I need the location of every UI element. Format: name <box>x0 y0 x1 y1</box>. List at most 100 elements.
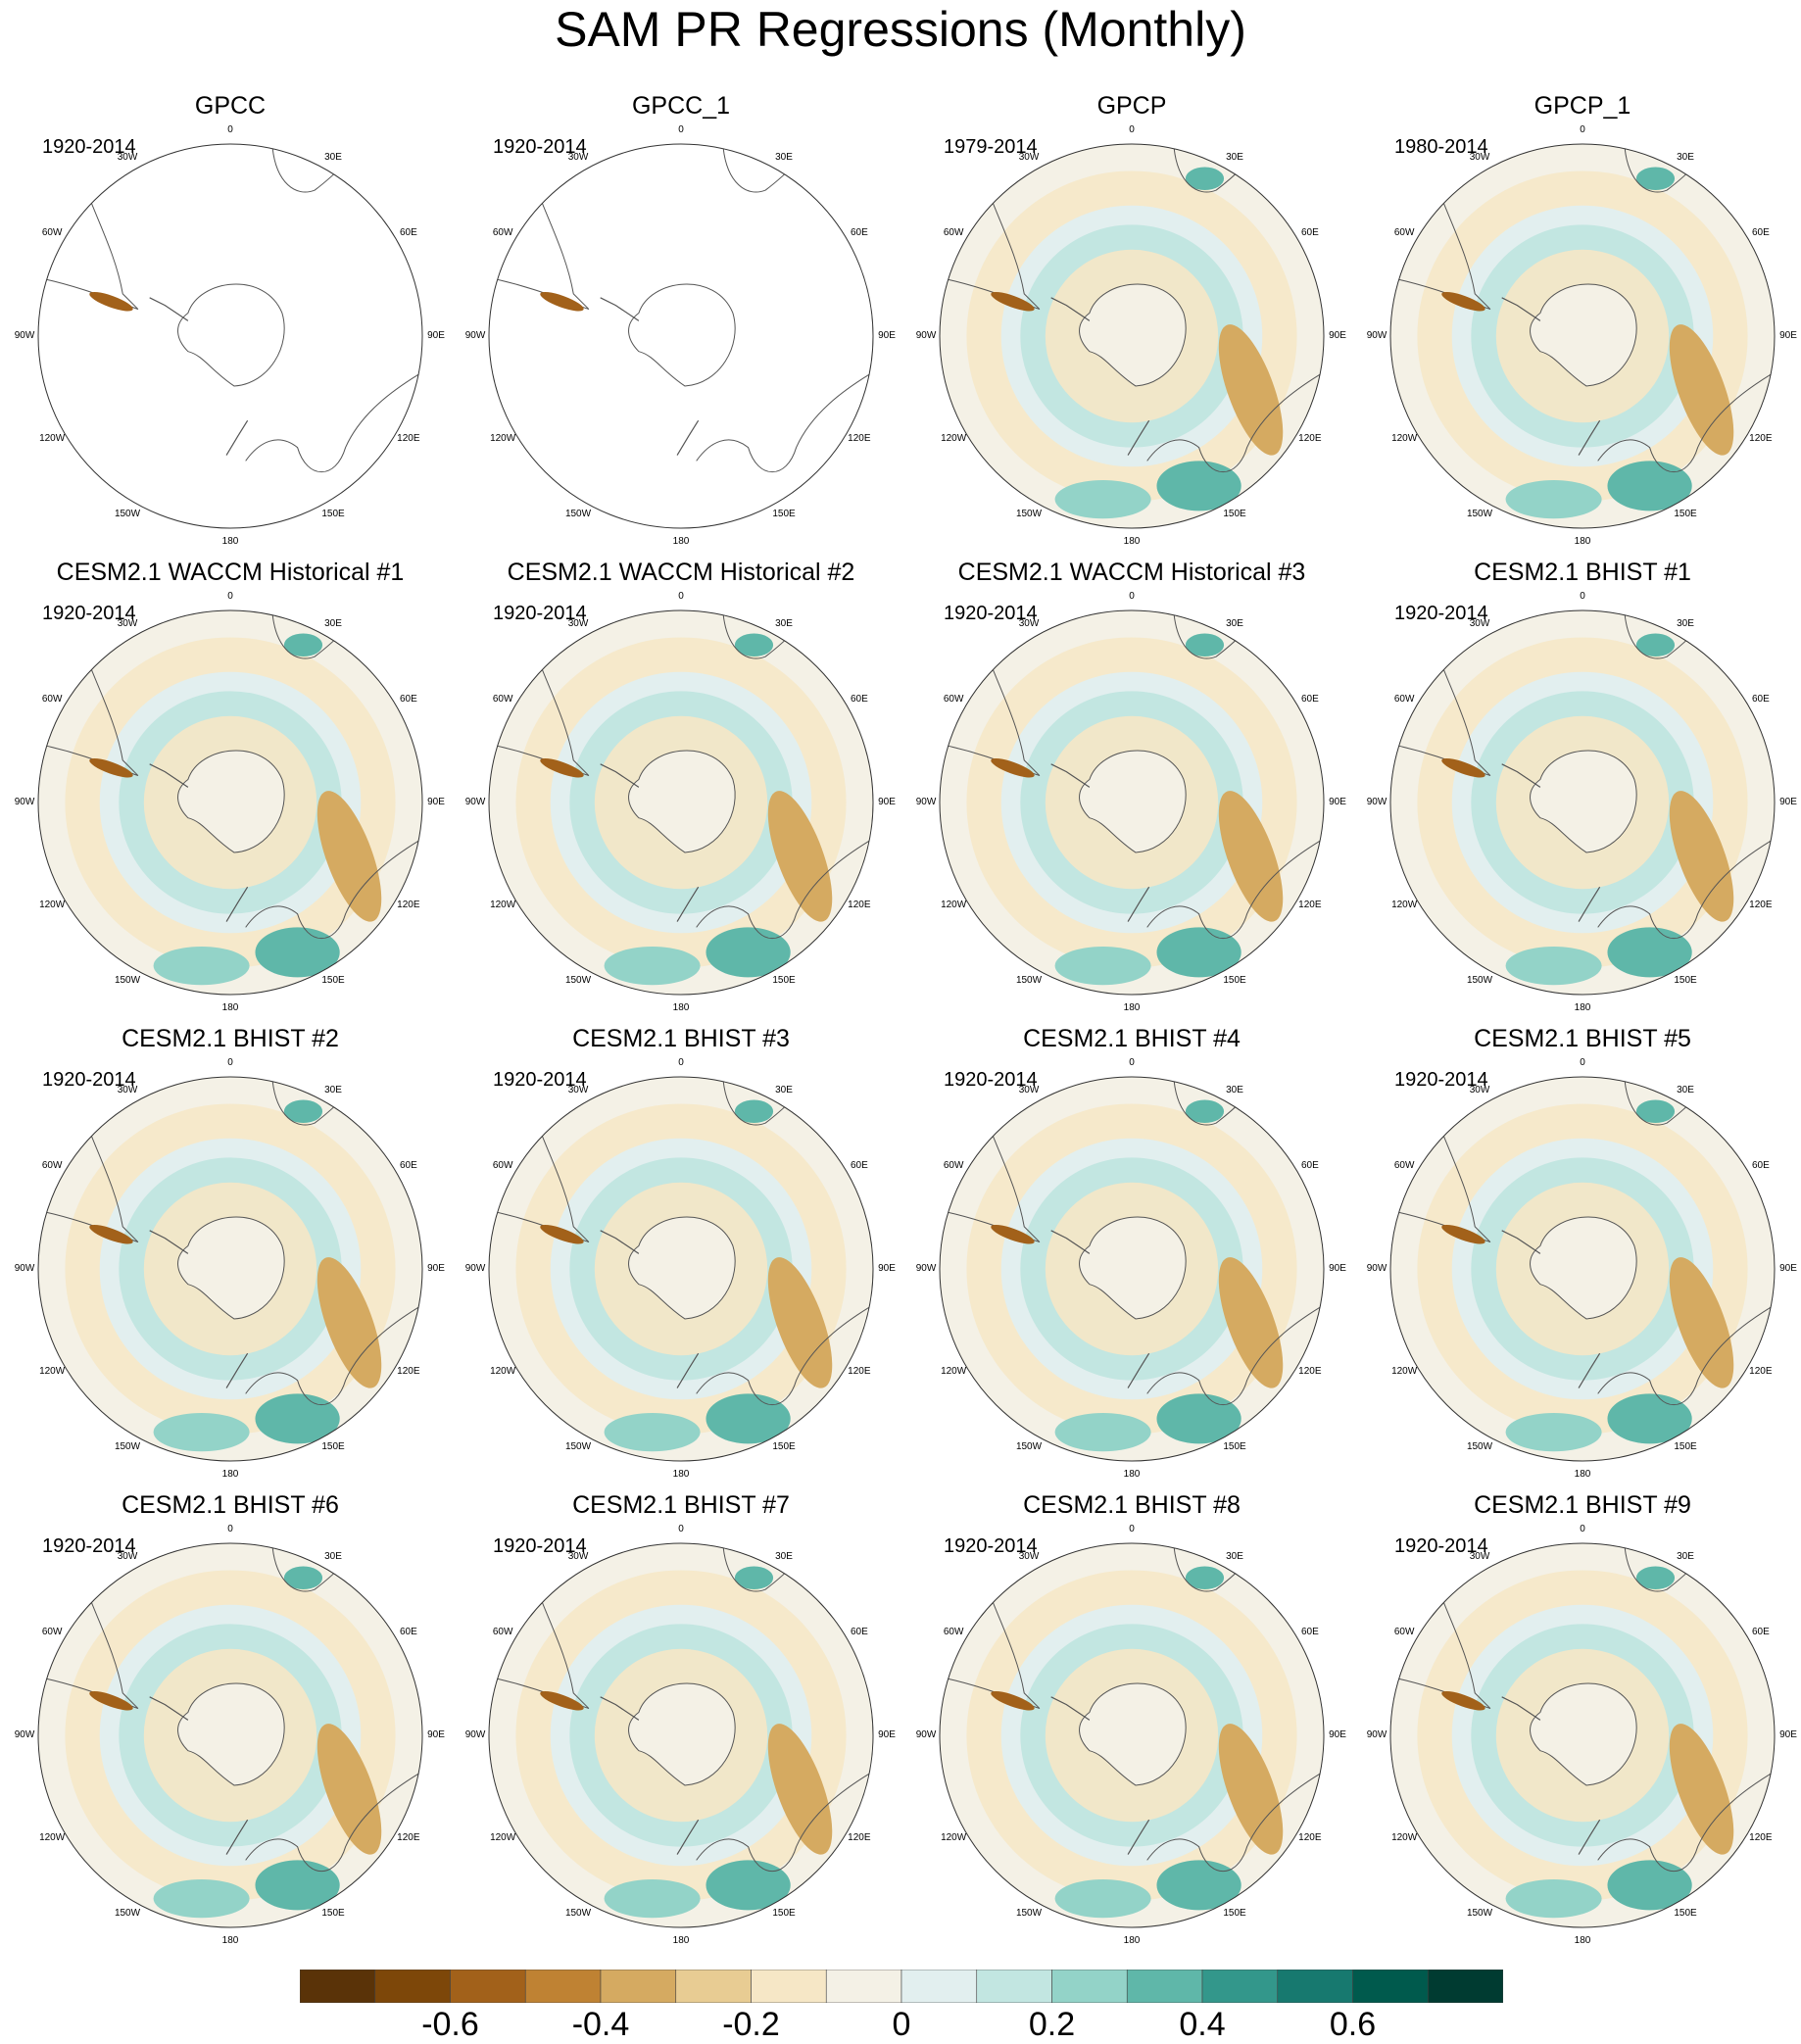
peninsula-outline <box>600 297 640 321</box>
positive-patch <box>1185 1099 1225 1124</box>
longitude-label: 120W <box>1391 1832 1418 1843</box>
longitude-label: 180 <box>1123 1935 1141 1946</box>
positive-patch <box>706 927 791 978</box>
longitude-label: 90E <box>1779 1729 1797 1740</box>
longitude-label: 90E <box>878 330 896 341</box>
longitude-label: 180 <box>672 1469 690 1480</box>
longitude-label: 30W <box>567 1551 589 1563</box>
longitude-label: 0 <box>227 591 233 602</box>
longitude-label: 150E <box>1674 1440 1697 1452</box>
longitude-label: 150E <box>1223 1907 1246 1919</box>
longitude-label: 90E <box>1779 330 1797 341</box>
negative-band <box>1669 791 1734 922</box>
panel-period: 1920-2014 <box>1394 603 1488 624</box>
positive-patch <box>255 1860 340 1911</box>
peninsula-outline <box>600 1230 640 1254</box>
south-america-outline <box>943 1095 1041 1243</box>
longitude-label: 90W <box>915 1263 937 1274</box>
andes-negative-patch <box>991 757 1035 778</box>
positive-patch <box>1635 1566 1676 1590</box>
positive-patch <box>153 947 250 986</box>
longitude-label: 60E <box>850 1627 868 1637</box>
longitude-label: 0 <box>1129 124 1135 135</box>
negative-band <box>316 791 382 922</box>
longitude-label: 90W <box>14 1729 35 1740</box>
longitude-label: 60W <box>41 1627 63 1637</box>
longitude-label: 120W <box>39 1832 66 1843</box>
map-border <box>1389 609 1776 996</box>
longitude-label: 30W <box>1018 1551 1040 1563</box>
colorbar-tick-label: -0.4 <box>571 2006 630 2043</box>
longitude-label: 60W <box>492 1160 513 1171</box>
polar-map <box>37 143 423 529</box>
map-panel: GPCP 1979-2014 <box>906 91 1357 561</box>
longitude-label: 60W <box>943 227 964 238</box>
longitude-label: 120E <box>848 433 871 444</box>
positive-patch <box>1505 947 1602 986</box>
panel-title: CESM2.1 BHIST #1 <box>1474 559 1691 586</box>
panel-period: 1920-2014 <box>42 603 136 624</box>
longitude-label: 120E <box>1749 433 1773 444</box>
positive-patch <box>1635 167 1676 191</box>
map-panel: GPCP_1 1980-2014 <box>1357 91 1801 561</box>
longitude-label: 120E <box>1298 1832 1322 1843</box>
map-panel: CESM2.1 BHIST #2 1920-2014 <box>5 1024 456 1494</box>
longitude-label: 90E <box>1329 797 1346 807</box>
polar-map <box>488 143 874 529</box>
negative-band <box>1669 1724 1734 1855</box>
longitude-label: 30W <box>117 152 138 164</box>
longitude-label: 90W <box>915 1729 937 1740</box>
longitude-label: 150E <box>772 508 796 519</box>
panel-title: CESM2.1 BHIST #2 <box>122 1025 339 1052</box>
negative-band <box>1218 791 1284 922</box>
colorbar-swatch <box>1427 1969 1504 2004</box>
longitude-label: 30W <box>1469 618 1490 630</box>
positive-patch <box>153 1879 250 1919</box>
longitude-label: 120E <box>848 900 871 910</box>
peninsula-outline <box>149 1696 189 1721</box>
new-zealand-outline <box>1127 419 1150 456</box>
longitude-label: 30E <box>1677 152 1694 164</box>
panel-title: GPCC_1 <box>631 92 731 120</box>
longitude-label: 150E <box>1223 974 1246 986</box>
positive-patch <box>153 1413 250 1452</box>
australia-outline <box>245 1306 419 1406</box>
longitude-label: 30E <box>775 152 793 164</box>
new-zealand-outline <box>225 886 249 922</box>
positive-patch <box>1156 1393 1241 1444</box>
antarctica-outline <box>1079 750 1187 853</box>
positive-patch <box>1607 1393 1692 1444</box>
andes-negative-patch <box>540 1224 584 1244</box>
positive-patch <box>1185 1566 1225 1590</box>
south-america-outline <box>1393 629 1491 777</box>
polar-map <box>37 1542 423 1928</box>
longitude-label: 60W <box>41 227 63 238</box>
positive-patch <box>734 1566 774 1590</box>
panel-title: CESM2.1 BHIST #7 <box>572 1491 790 1519</box>
map-panel: CESM2.1 WACCM Historical #2 1920-2014 <box>456 558 906 1028</box>
polar-map <box>1389 1542 1776 1928</box>
antarctica-outline <box>1530 1682 1637 1786</box>
negative-band <box>1669 324 1734 456</box>
longitude-label: 30W <box>567 1085 589 1096</box>
new-zealand-outline <box>225 419 249 456</box>
longitude-label: 120W <box>941 900 967 910</box>
panel-period: 1920-2014 <box>944 603 1038 624</box>
longitude-label: 90W <box>1366 797 1387 807</box>
longitude-label: 60E <box>399 1627 417 1637</box>
panel-title: CESM2.1 BHIST #3 <box>572 1025 790 1052</box>
peninsula-outline <box>600 1696 640 1721</box>
longitude-label: 30E <box>324 152 342 164</box>
south-america-outline <box>1393 163 1491 311</box>
panel-title: CESM2.1 WACCM Historical #1 <box>56 559 405 586</box>
colorbar-tick-label: -0.2 <box>722 2006 780 2043</box>
peninsula-outline <box>1501 1230 1541 1254</box>
longitude-label: 60E <box>850 694 868 705</box>
longitude-label: 60W <box>1393 1627 1415 1637</box>
australia-outline <box>696 1773 870 1873</box>
longitude-label: 150W <box>114 508 141 519</box>
australia-outline <box>1146 373 1321 473</box>
longitude-label: 0 <box>1580 591 1585 602</box>
longitude-label: 30W <box>1018 1085 1040 1096</box>
australia-outline <box>1597 1306 1772 1406</box>
